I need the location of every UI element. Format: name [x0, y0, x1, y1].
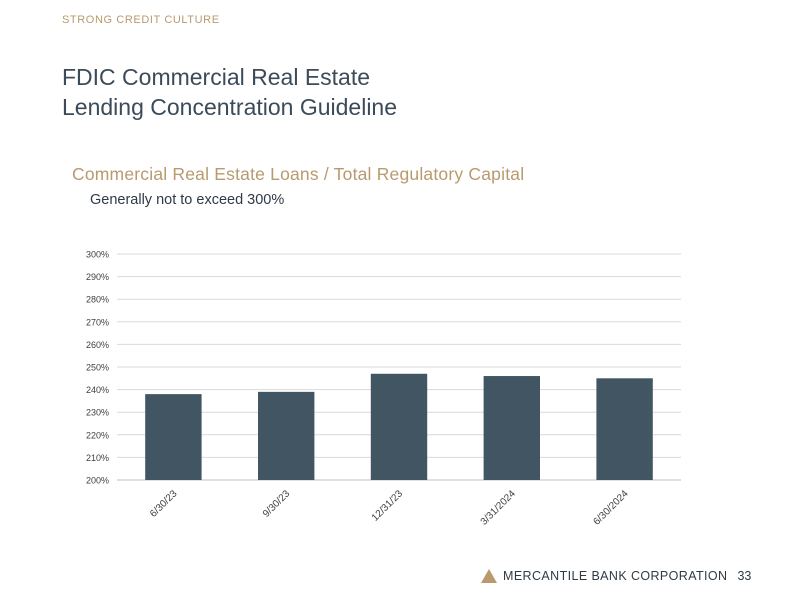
chart-heading: Commercial Real Estate Loans / Total Reg… [72, 164, 525, 184]
chart-subheading: Generally not to exceed 300% [90, 192, 285, 208]
y-tick-label: 230% [86, 408, 109, 418]
x-axis-labels: 6/30/23 9/30/23 12/31/23 3/31/2024 6/30/2024 [148, 488, 631, 528]
triangle-logo-icon [481, 569, 497, 583]
x-tick-label: 9/30/23 [261, 488, 293, 520]
section-label: STRONG CREDIT CULTURE [62, 14, 220, 26]
page-title: FDIC Commercial Real Estate Lending Conc… [62, 62, 397, 122]
x-tick-label: 6/30/2024 [591, 488, 631, 528]
y-tick-label: 240% [86, 385, 109, 395]
bar [596, 378, 653, 480]
y-tick-label: 200% [86, 476, 109, 486]
y-tick-label: 250% [86, 363, 109, 373]
y-tick-label: 260% [86, 340, 109, 350]
page-title-line-2: Lending Concentration Guideline [62, 94, 398, 120]
y-tick-label: 290% [86, 272, 109, 282]
bar [145, 394, 202, 480]
company-name: MERCANTILE BANK CORPORATION [503, 569, 728, 583]
bar [258, 391, 315, 480]
page-title-line-1: FDIC Commercial Real Estate [62, 64, 371, 90]
y-tick-label: 220% [86, 430, 109, 440]
x-tick-label: 6/30/23 [148, 488, 180, 520]
footer: MERCANTILE BANK CORPORATION 33 [481, 566, 751, 586]
y-tick-label: 300% [86, 250, 109, 260]
page-number: 33 [737, 569, 752, 583]
bar [370, 373, 428, 480]
y-tick-label: 210% [86, 453, 109, 463]
x-tick-label: 12/31/23 [370, 488, 406, 524]
bar [483, 376, 540, 480]
x-tick-label: 3/31/2024 [479, 488, 519, 528]
bars [145, 373, 653, 480]
y-axis-labels: 200% 210% 220% 230% 240% 250% 260% 270% 280% 290%… [86, 250, 109, 486]
y-tick-label: 270% [86, 317, 109, 327]
y-tick-label: 280% [86, 295, 109, 305]
